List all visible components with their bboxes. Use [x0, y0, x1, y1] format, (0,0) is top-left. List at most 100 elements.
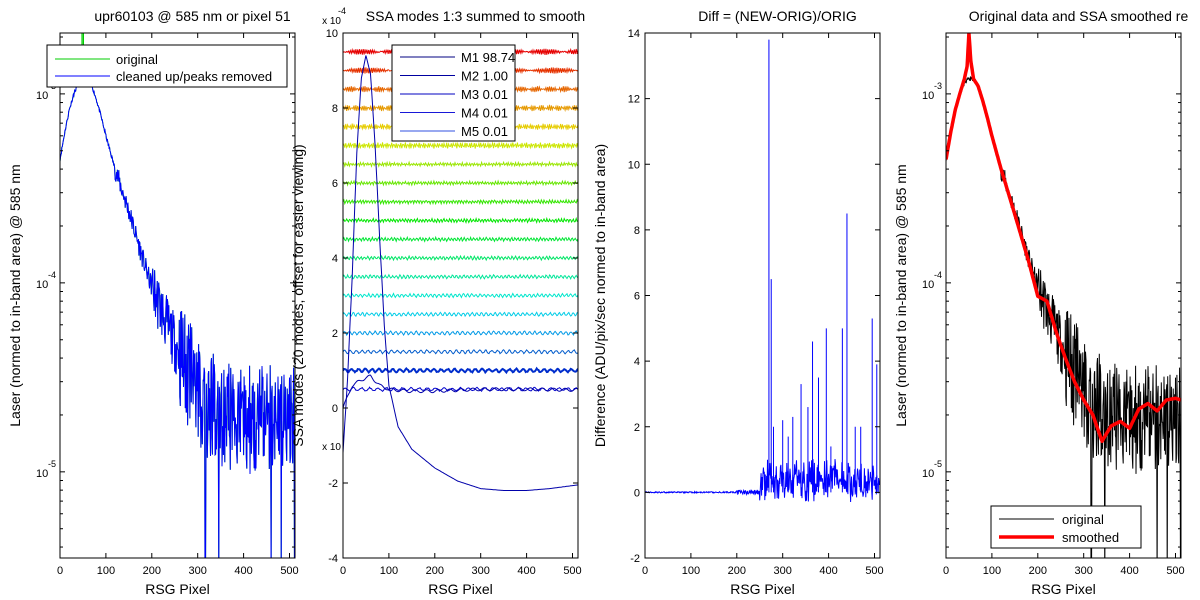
y-tick-label-exponent: -5	[48, 459, 56, 469]
legend: original cleaned up/peaks removed	[46, 44, 288, 88]
x-tick-label: 0	[943, 565, 949, 577]
legend-label: M1 98.74	[461, 50, 515, 65]
mode-line	[343, 386, 578, 393]
x-tick-label: 100	[97, 565, 115, 577]
y-tick-label-exponent: -4	[934, 270, 942, 280]
mode-line	[343, 292, 578, 299]
legend-label-original: original	[1062, 512, 1104, 527]
mode-line	[343, 179, 578, 187]
y-scale-exponent: -4	[338, 6, 346, 16]
y-tick-label-base: 10	[922, 468, 934, 480]
chart-title: Original data and SSA smoothed re	[969, 8, 1189, 24]
legend-label-smoothed: smoothed	[1062, 530, 1119, 545]
x-tick-label: 500	[563, 565, 581, 577]
y-tick-label-exponent: -4	[48, 270, 56, 280]
x-tick-label: 200	[143, 565, 161, 577]
x-tick-label: 400	[819, 565, 837, 577]
y-axis-label: Laser (normed to in-band area) @ 585 nm	[893, 164, 909, 426]
y-tick-label: 4	[634, 356, 640, 368]
legend-box	[391, 44, 516, 142]
y-tick-label: -2	[328, 478, 338, 490]
x-tick-label: 400	[517, 565, 535, 577]
x-axis-label: RSG Pixel	[145, 581, 210, 597]
legend-box	[46, 44, 288, 88]
legend-label-cleaned: cleaned up/peaks removed	[116, 69, 272, 84]
mode-line	[343, 311, 578, 318]
mode-2-curve	[343, 374, 578, 409]
y-tick-label-base: 10	[36, 90, 48, 102]
y-scale-label: x 10	[322, 16, 341, 27]
plot-area	[343, 47, 578, 491]
y-tick-label: 6	[332, 178, 338, 190]
axes-box	[59, 32, 296, 559]
chart-title: upr60103 @ 585 nm or pixel 51	[94, 8, 291, 24]
panel-original-vs-smoothed: 0 100 200 300 400 500 RSG Pixel Original data a…	[893, 8, 1188, 597]
y-tick-label: 8	[634, 225, 640, 237]
plot-area	[645, 39, 880, 503]
y-tick-label: 2	[634, 422, 640, 434]
chart-title: Diff = (NEW-ORIG)/ORIG	[698, 8, 857, 24]
mode-line	[343, 330, 578, 336]
y-tick-label: 10	[326, 28, 338, 40]
mode-1-curve	[343, 55, 578, 491]
axes-box	[945, 32, 1182, 559]
legend-label: M2 1.00	[461, 69, 508, 84]
y-axis-label: Difference (ADU/pix/sec normed to in-ban…	[592, 144, 608, 447]
x-tick-label: 100	[983, 565, 1001, 577]
diff-line	[645, 459, 880, 503]
legend-label: M3 0.01	[461, 87, 508, 102]
bottom-scale-label: x 10	[322, 442, 341, 453]
legend: M1 98.74 M2 1.00 M3 0.01 M4 0.01 M5 0.01	[391, 44, 516, 142]
x-axis-label: RSG Pixel	[428, 581, 493, 597]
y-tick-label-base: 10	[922, 279, 934, 291]
mode-line	[343, 141, 578, 150]
chart-title: SSA modes 1:3 summed to smooth	[366, 8, 585, 24]
x-tick-label: 300	[189, 565, 207, 577]
legend-label: M4 0.01	[461, 106, 508, 121]
x-tick-label: 0	[340, 565, 346, 577]
y-tick-label-base: 10	[36, 279, 48, 291]
y-tick-label: 2	[332, 328, 338, 340]
legend: original smoothed	[990, 505, 1142, 549]
y-tick-label-base: 10	[922, 90, 934, 102]
y-tick-label: 10	[628, 159, 640, 171]
series-smoothed-line	[946, 33, 1181, 444]
legend-box	[990, 505, 1142, 549]
y-tick-label: 0	[332, 403, 338, 415]
y-tick-label-base: 10	[36, 468, 48, 480]
x-tick-label: 200	[1029, 565, 1047, 577]
x-tick-label: 0	[642, 565, 648, 577]
y-axis-label: SSA modes (20 modes, offset for easier v…	[290, 144, 306, 446]
y-tick-label-exponent: -5	[934, 459, 942, 469]
x-tick-label: 400	[1120, 565, 1138, 577]
x-tick-label: 100	[380, 565, 398, 577]
y-tick-label: -2	[630, 553, 640, 565]
x-axis-label: RSG Pixel	[1031, 581, 1096, 597]
series-original-line	[60, 75, 295, 558]
x-tick-label: 300	[1075, 565, 1093, 577]
y-tick-label: 12	[628, 94, 640, 106]
mode-line	[343, 198, 578, 206]
x-tick-label: 500	[865, 565, 883, 577]
legend-label: M5 0.01	[461, 124, 508, 139]
x-tick-label: 200	[426, 565, 444, 577]
y-tick-label: -4	[328, 553, 338, 565]
y-tick-label: 0	[634, 487, 640, 499]
x-tick-label: 200	[728, 565, 746, 577]
y-tick-label-exponent: -3	[934, 81, 942, 91]
x-axis-label: RSG Pixel	[730, 581, 795, 597]
y-axis-label: Laser (normed to in-band area) @ 585 nm	[7, 164, 23, 426]
mode-line	[343, 366, 578, 375]
y-tick-label: 4	[332, 253, 338, 265]
x-tick-label: 300	[472, 565, 490, 577]
plot-area	[60, 33, 295, 558]
mode-line	[343, 254, 578, 262]
plot-area	[946, 33, 1181, 558]
x-tick-label: 500	[280, 565, 298, 577]
x-tick-label: 400	[234, 565, 252, 577]
x-tick-label: 100	[682, 565, 700, 577]
y-tick-label: 6	[634, 291, 640, 303]
